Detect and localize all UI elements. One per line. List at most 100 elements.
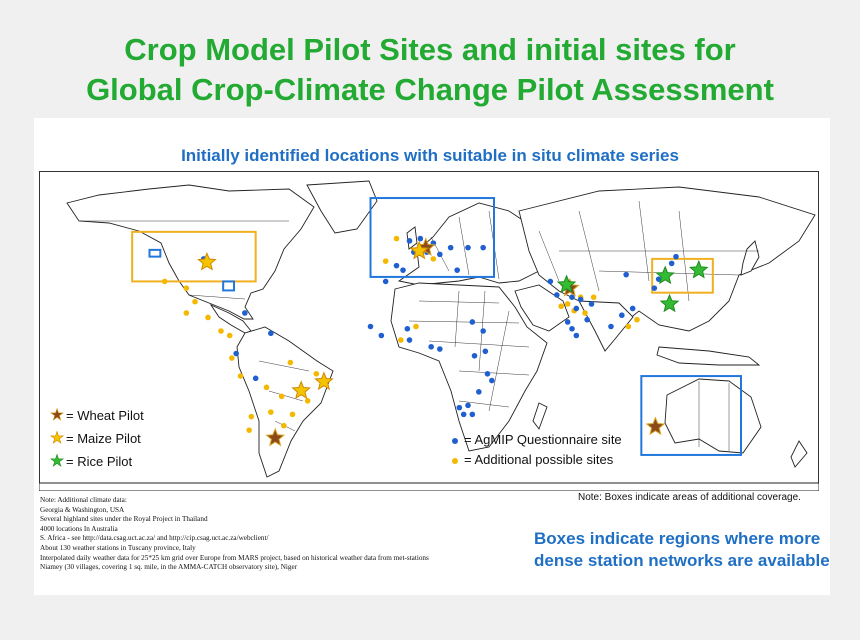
agmip-site-dot — [480, 328, 486, 334]
rice-star-icon: ★ — [49, 453, 65, 471]
landmass-greenland — [306, 180, 378, 234]
legend-additional: = Additional possible sites — [452, 452, 613, 467]
additional-site-dot — [237, 373, 244, 379]
legend-rice: ★ = Rice Pilot — [49, 453, 133, 471]
world-map — [39, 180, 819, 491]
agmip-site-dot — [447, 244, 454, 251]
agmip-site-dot — [573, 305, 580, 312]
landmass-indonesia — [656, 346, 761, 366]
additional-site-dot — [248, 413, 255, 420]
agmip-site-dot — [465, 244, 471, 251]
additional-site-dot — [281, 422, 287, 429]
landmass-new-zealand — [790, 440, 808, 468]
rice-pilot-star — [659, 293, 680, 313]
agmip-site-dot — [668, 260, 675, 267]
note-line: Several highland sites under the Royal P… — [40, 515, 208, 524]
agmip-site-dot — [268, 330, 274, 337]
additional-site-dot — [226, 332, 233, 339]
additional-site-dot — [218, 328, 224, 334]
agmip-site-dot — [242, 310, 248, 316]
additional-data-notes: Note: Additional climate data: Georgia &… — [40, 496, 520, 573]
agmip-site-dot — [629, 305, 636, 312]
agmip-site-dot — [406, 238, 413, 244]
agmip-site-dot — [673, 253, 679, 260]
agmip-site-dot — [437, 346, 443, 352]
title-line-1: Crop Model Pilot Sites and initial sites… — [124, 32, 736, 67]
agmip-site-dot — [437, 251, 443, 258]
rice-pilot-star — [655, 265, 675, 285]
additional-site-dot — [183, 310, 190, 316]
additional-site-dot — [205, 314, 211, 321]
agmip-site-dot — [471, 352, 478, 359]
maize-pilot-star — [291, 380, 311, 400]
landmass-india — [578, 300, 634, 352]
agmip-site-dot — [489, 377, 495, 384]
landmass-north-america — [66, 184, 315, 320]
maize-pilot-star — [314, 371, 334, 391]
agmip-site-dot — [577, 296, 584, 303]
title-line-2: Global Crop-Climate Change Pilot Assessm… — [86, 72, 774, 107]
additional-site-dot — [229, 355, 235, 361]
legend-agmip: = AgMIP Questionnaire site — [452, 432, 622, 447]
landmass-uk — [406, 226, 418, 250]
landmass-japan — [740, 240, 760, 276]
agmip-site-dot — [406, 337, 413, 343]
agmip-site-dot — [588, 301, 595, 307]
agmip-site-dot — [569, 294, 575, 300]
additional-site-dot — [268, 409, 274, 415]
additional-site-dot — [582, 310, 588, 316]
site-dots — [161, 235, 679, 433]
wheat-pilot-star — [645, 416, 666, 436]
coverage-box-yellow — [651, 257, 714, 294]
box-coverage-note: Note: Boxes indicate areas of additional… — [578, 492, 801, 503]
wheat-star-icon: ★ — [49, 407, 65, 425]
agmip-site-dot — [547, 278, 554, 285]
additional-site-dot — [183, 285, 190, 291]
coverage-box-blue — [640, 375, 742, 456]
agmip-site-dot — [367, 323, 374, 330]
landmass-madagascar — [532, 402, 548, 430]
agmip-site-dot — [569, 325, 575, 332]
additional-site-dot — [278, 393, 285, 400]
agmip-site-dot — [417, 235, 424, 242]
agmip-site-dot — [378, 332, 385, 339]
additional-site-dot — [304, 398, 311, 404]
map-subtitle: Initially identified locations with suit… — [181, 146, 679, 165]
agmip-site-dot — [476, 389, 482, 395]
agmip-site-dot — [651, 285, 658, 291]
rice-pilot-star — [556, 274, 577, 294]
maize-star-icon: ★ — [49, 430, 65, 448]
additional-site-dot — [393, 235, 400, 242]
additional-site-dot — [289, 411, 296, 418]
legend-wheat: ★ = Wheat Pilot — [49, 407, 144, 425]
agmip-site-dot — [382, 278, 389, 285]
landmass-antarctica-edge — [39, 482, 819, 491]
agmip-site-dot — [404, 325, 411, 332]
main-title: Crop Model Pilot Sites and initial sites… — [0, 30, 860, 110]
note-line: S. Africa - see http://data.csag.uct.ac.… — [40, 534, 269, 543]
agmip-site-dot — [456, 404, 463, 411]
additional-site-dot — [413, 323, 419, 330]
agmip-site-dot — [573, 332, 580, 339]
agmip-site-dot — [233, 350, 239, 357]
pilot-stars — [197, 237, 709, 447]
additional-site-dot — [246, 427, 252, 433]
note-line: About 130 weather stations in Tuscany pr… — [40, 543, 196, 552]
agmip-site-dot — [252, 375, 259, 382]
note-line: Georgia & Washington, USA — [40, 505, 125, 514]
agmip-site-dot — [393, 262, 400, 269]
additional-dot-icon — [452, 457, 458, 464]
note-line: 4000 locations In Australia — [40, 524, 118, 533]
agmip-site-dot — [623, 271, 629, 278]
additional-site-dot — [313, 371, 320, 377]
additional-site-dot — [263, 384, 270, 391]
note-line: Interpolated daily weather data for 25*2… — [40, 553, 429, 562]
rice-pilot-star — [688, 259, 709, 279]
landmass-africa — [390, 282, 548, 452]
additional-site-dot — [634, 316, 640, 323]
additional-site-dot — [192, 298, 198, 305]
agmip-site-dot — [484, 371, 491, 377]
landmass-south-america — [236, 326, 334, 478]
wheat-pilot-star — [265, 427, 285, 447]
landmass-australia — [664, 378, 762, 454]
